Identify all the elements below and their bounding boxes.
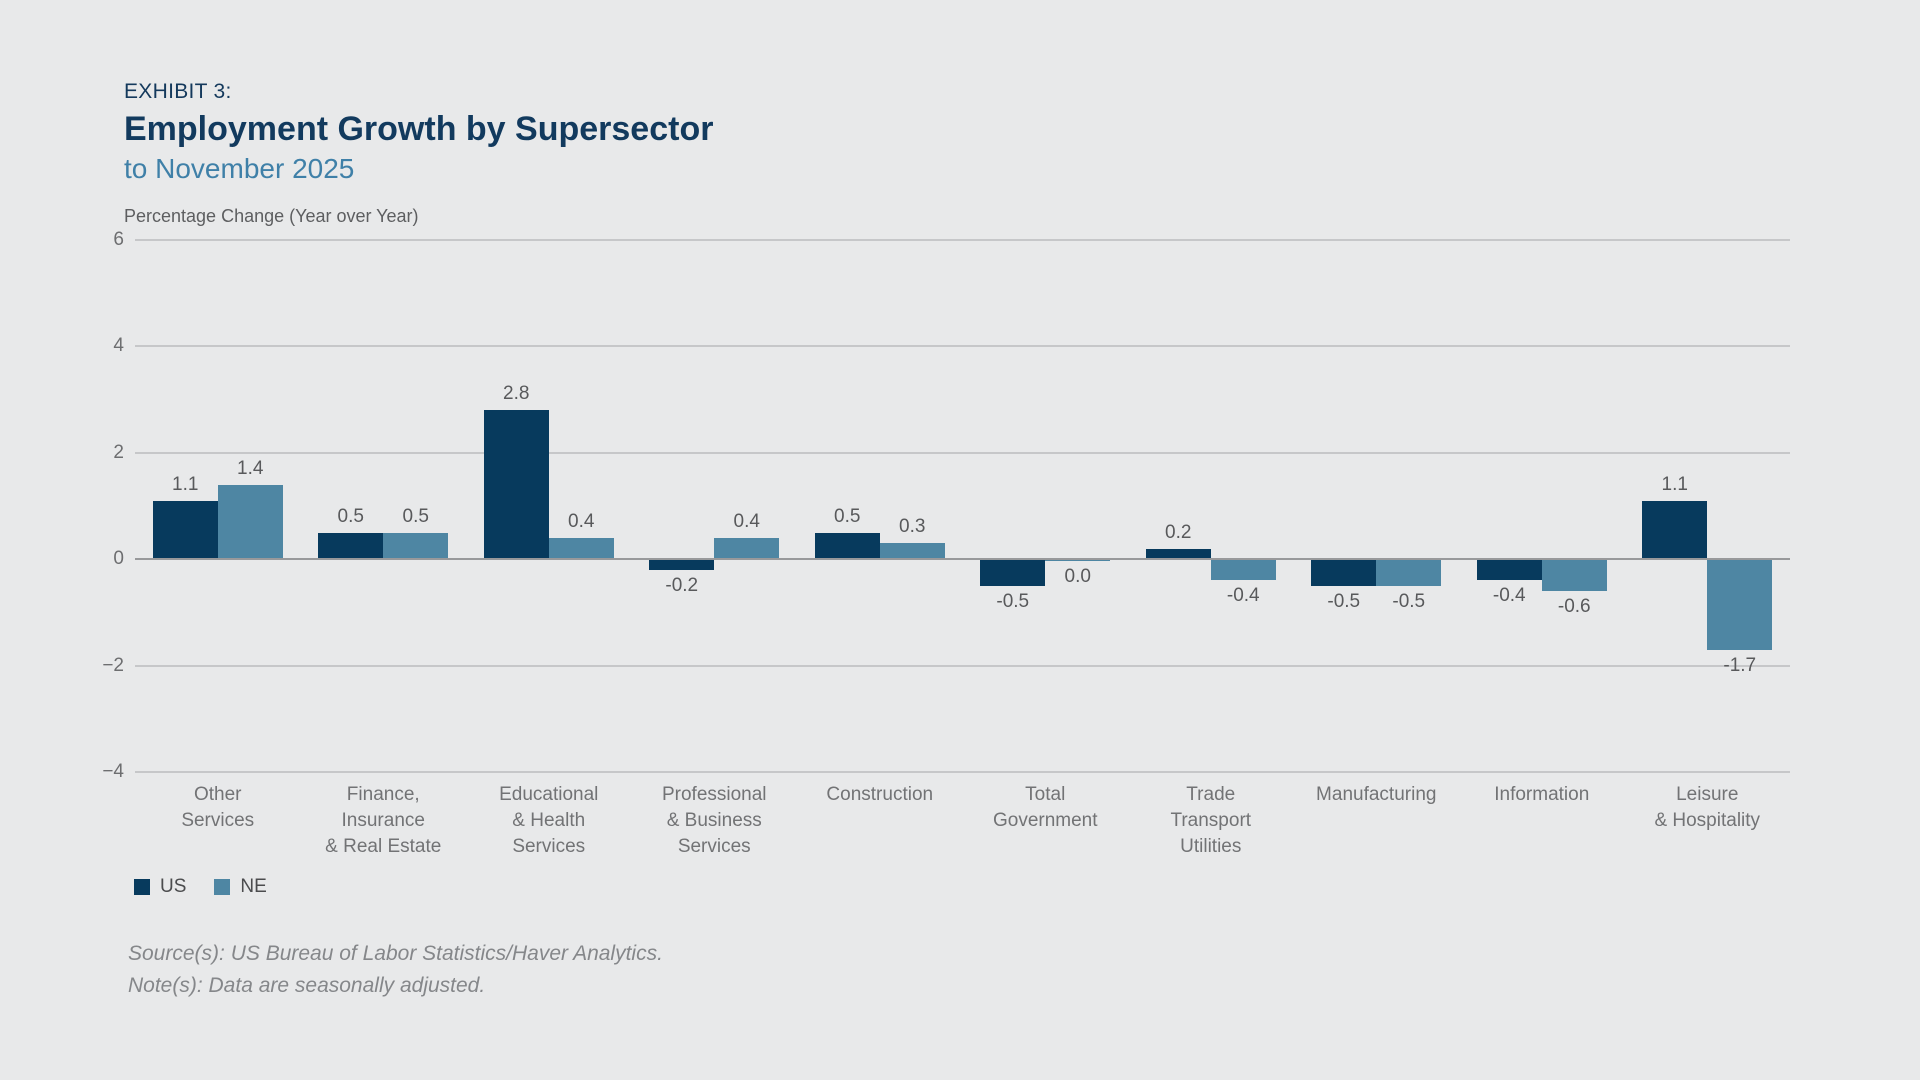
chart-legend: US NE [134, 876, 267, 898]
value-label: 0.5 [337, 505, 364, 527]
category-label: Trade Transport Utilities [1170, 784, 1252, 857]
legend-swatch [214, 879, 231, 895]
gridline [135, 664, 1790, 667]
bar-ne [1045, 559, 1111, 562]
bar-ne [1541, 559, 1607, 592]
category-label: Manufacturing [1316, 784, 1437, 805]
gridline [135, 345, 1790, 348]
category-label: Total Government [992, 784, 1098, 831]
category-label: Information [1494, 784, 1590, 805]
legend-item-us: US [134, 876, 186, 898]
value-label: 0.2 [1165, 521, 1192, 543]
bar-us [483, 410, 549, 560]
value-label: 0.3 [899, 516, 926, 538]
bar-us [1642, 500, 1708, 560]
value-label: -1.7 [1723, 654, 1757, 676]
legend-label: NE [240, 876, 267, 897]
y-tick-label: 6 [113, 229, 124, 250]
value-label: 1.1 [1661, 473, 1688, 495]
value-label: 1.1 [172, 473, 199, 495]
value-label: -0.5 [1327, 590, 1361, 612]
bar-us [1476, 559, 1542, 581]
bar-ne [548, 537, 614, 560]
y-tick-label: −2 [102, 654, 124, 676]
source-text: Source(s): US Bureau of Labor Statistics… [128, 942, 663, 965]
value-label: 2.8 [503, 383, 530, 405]
y-tick-label: 0 [113, 548, 124, 570]
bar-ne [1707, 559, 1773, 650]
bar-ne [879, 543, 945, 560]
y-tick-label: 4 [113, 335, 124, 357]
chart-header: EXHIBIT 3: Employment Growth by Supersec… [124, 80, 713, 185]
exhibit-label: EXHIBIT 3: [124, 80, 232, 103]
value-label: 0.0 [1064, 566, 1091, 588]
value-label: -0.2 [665, 574, 699, 596]
gridline [135, 451, 1790, 454]
value-label: 1.4 [237, 457, 264, 479]
value-label: -0.5 [1392, 590, 1426, 612]
category-label: Leisure & Hospitality [1654, 784, 1761, 831]
legend-swatch [134, 879, 150, 895]
chart-subtitle: to November 2025 [124, 153, 355, 184]
y-axis-title: Percentage Change (Year over Year) [124, 206, 419, 226]
category-label: Finance, Insurance & Real Estate [325, 784, 442, 857]
value-label: -0.4 [1226, 585, 1260, 607]
gridline [135, 771, 1790, 773]
category-label: Construction [826, 784, 934, 805]
value-label: -0.4 [1492, 585, 1526, 607]
bar-us [1311, 559, 1377, 586]
y-tick-label: −4 [102, 761, 124, 782]
y-tick-label: 2 [113, 441, 124, 463]
category-label: Educational & Health Services [499, 784, 599, 857]
value-label: 0.5 [834, 505, 861, 527]
bar-ne [1376, 559, 1442, 586]
value-label: 0.5 [402, 505, 429, 527]
chart-footer: Source(s): US Bureau of Labor Statistics… [128, 938, 663, 1002]
gridline [135, 239, 1790, 241]
bar-us [814, 532, 880, 560]
bar-us [1145, 548, 1211, 560]
bar-ne [383, 532, 449, 560]
zero-line [135, 558, 1790, 561]
value-label: 0.4 [568, 510, 595, 532]
value-label: -0.6 [1557, 596, 1591, 618]
value-label: -0.5 [996, 590, 1030, 612]
bar-ne [714, 537, 780, 560]
bar-ne [1210, 559, 1276, 581]
value-label: 0.4 [733, 510, 760, 532]
note-text: Note(s): Data are seasonally adjusted. [128, 974, 486, 997]
bar-ne [217, 484, 283, 560]
legend-label: US [160, 876, 187, 897]
category-label: Other Services [181, 784, 255, 831]
bar-us [649, 559, 715, 570]
legend-item-ne: NE [214, 876, 267, 898]
category-label: Professional & Business Services [661, 784, 767, 857]
page-title: Employment Growth by Supersector [124, 110, 714, 148]
bar-us [980, 559, 1046, 586]
bar-us [318, 532, 384, 560]
bar-us [152, 500, 218, 560]
